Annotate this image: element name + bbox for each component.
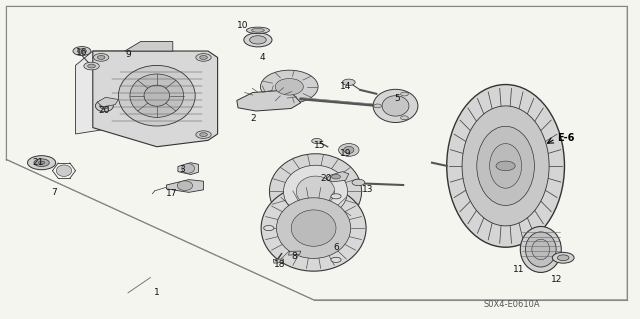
Circle shape — [196, 131, 211, 138]
Text: 19: 19 — [340, 149, 351, 158]
Ellipse shape — [339, 144, 359, 156]
Circle shape — [401, 92, 408, 96]
Text: 15: 15 — [314, 141, 326, 150]
Circle shape — [331, 194, 341, 199]
Polygon shape — [166, 180, 204, 192]
Circle shape — [264, 226, 274, 231]
Ellipse shape — [246, 27, 269, 33]
Text: 20: 20 — [321, 174, 332, 183]
Text: 11: 11 — [513, 265, 524, 274]
Text: 17: 17 — [166, 189, 177, 198]
Text: 16: 16 — [76, 48, 87, 57]
Text: 21: 21 — [33, 158, 44, 167]
Text: 7: 7 — [52, 189, 57, 197]
Ellipse shape — [373, 89, 418, 122]
Ellipse shape — [284, 165, 348, 218]
Circle shape — [73, 47, 91, 56]
Ellipse shape — [490, 144, 522, 188]
Circle shape — [200, 56, 207, 59]
Ellipse shape — [520, 226, 561, 272]
Ellipse shape — [260, 70, 318, 103]
Circle shape — [552, 252, 574, 263]
Polygon shape — [326, 172, 349, 182]
Ellipse shape — [56, 165, 72, 176]
Circle shape — [97, 56, 105, 59]
Ellipse shape — [252, 28, 264, 32]
Text: 2: 2 — [250, 114, 255, 122]
Ellipse shape — [344, 146, 354, 153]
Ellipse shape — [261, 185, 366, 271]
Circle shape — [401, 116, 408, 120]
Polygon shape — [93, 51, 218, 147]
Circle shape — [332, 174, 340, 179]
Ellipse shape — [118, 65, 195, 126]
Text: 5: 5 — [394, 94, 399, 103]
Circle shape — [38, 161, 45, 164]
Circle shape — [244, 33, 272, 47]
Circle shape — [250, 36, 266, 44]
Circle shape — [496, 161, 515, 171]
Text: 8: 8 — [292, 252, 297, 261]
Ellipse shape — [276, 198, 351, 258]
Polygon shape — [237, 90, 301, 111]
Polygon shape — [178, 163, 198, 174]
Text: 3: 3 — [180, 165, 185, 174]
Ellipse shape — [182, 164, 195, 173]
Ellipse shape — [462, 106, 549, 226]
Ellipse shape — [177, 181, 193, 190]
Ellipse shape — [95, 100, 113, 112]
Text: 6: 6 — [333, 243, 339, 252]
Ellipse shape — [144, 85, 170, 106]
Ellipse shape — [130, 74, 184, 117]
Circle shape — [84, 62, 99, 70]
Ellipse shape — [296, 176, 335, 207]
Ellipse shape — [532, 239, 550, 260]
Ellipse shape — [275, 78, 303, 95]
Circle shape — [342, 79, 355, 85]
Circle shape — [196, 54, 211, 61]
Text: 20: 20 — [99, 106, 110, 115]
Text: 10: 10 — [237, 21, 249, 30]
Ellipse shape — [447, 85, 564, 247]
Ellipse shape — [525, 232, 556, 267]
Text: 1: 1 — [154, 288, 159, 297]
Circle shape — [557, 255, 569, 261]
Text: 12: 12 — [551, 275, 563, 284]
Text: S0X4-E0610A: S0X4-E0610A — [484, 300, 540, 309]
Polygon shape — [289, 251, 301, 255]
Text: 13: 13 — [362, 185, 374, 194]
Circle shape — [331, 257, 341, 263]
Text: 18: 18 — [274, 260, 285, 269]
Circle shape — [34, 159, 49, 167]
Ellipse shape — [100, 103, 109, 109]
Polygon shape — [273, 259, 284, 263]
Circle shape — [374, 104, 381, 108]
Circle shape — [77, 49, 86, 53]
Polygon shape — [76, 51, 157, 134]
Text: E-6: E-6 — [557, 133, 574, 143]
Polygon shape — [97, 97, 118, 107]
Ellipse shape — [382, 96, 409, 116]
Text: 9: 9 — [125, 50, 131, 59]
Circle shape — [352, 179, 365, 186]
Circle shape — [93, 54, 109, 61]
Circle shape — [88, 64, 95, 68]
Circle shape — [312, 138, 322, 144]
Ellipse shape — [269, 154, 362, 229]
Polygon shape — [125, 41, 173, 51]
Text: 14: 14 — [340, 82, 351, 91]
Ellipse shape — [477, 126, 534, 205]
Circle shape — [28, 156, 56, 170]
Text: 4: 4 — [260, 53, 265, 62]
Circle shape — [200, 133, 207, 137]
Ellipse shape — [291, 210, 336, 246]
